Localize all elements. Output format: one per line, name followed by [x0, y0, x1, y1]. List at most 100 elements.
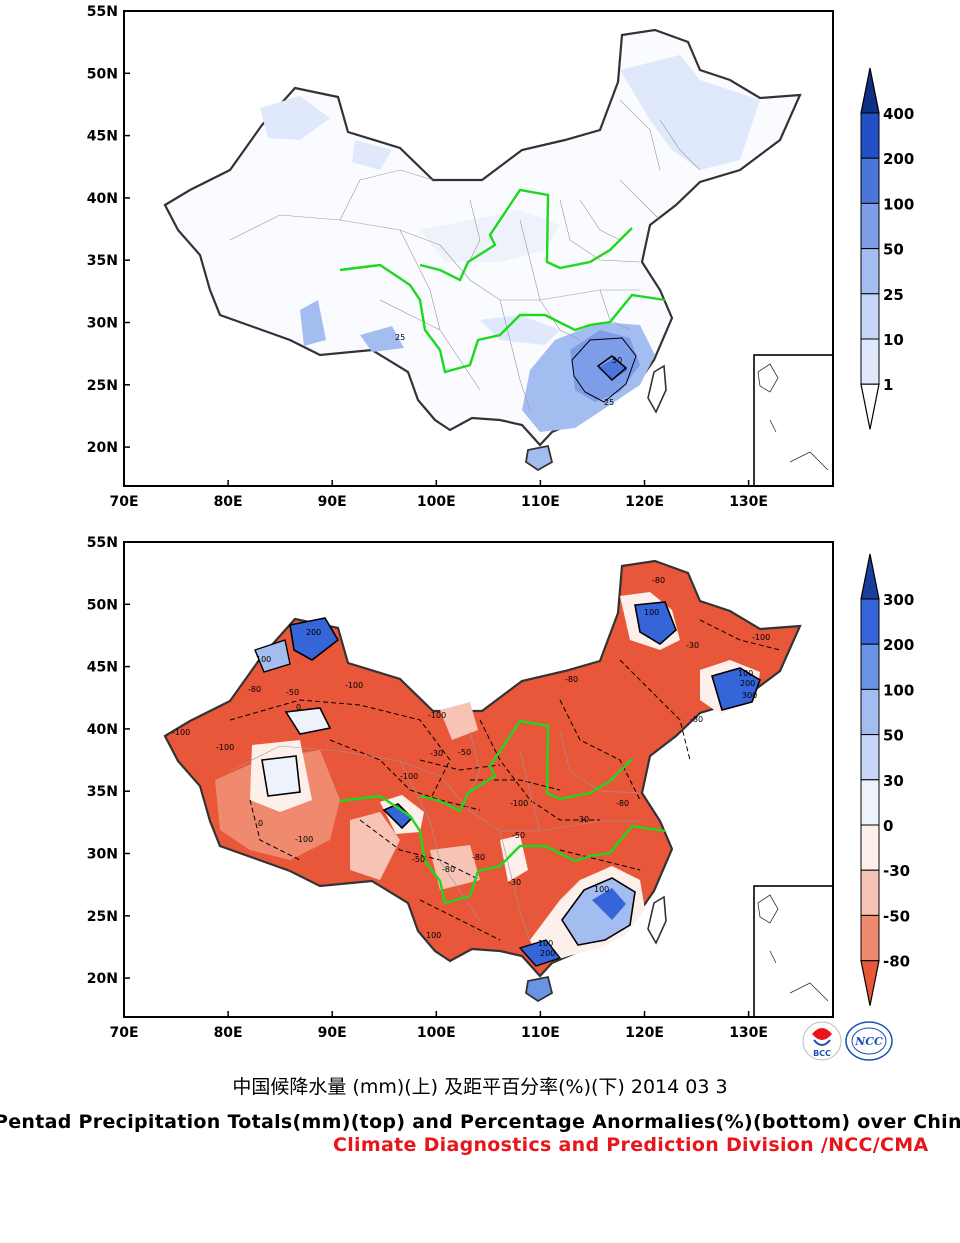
lon-tick-label: 90E — [318, 494, 347, 510]
bottom-contour-label: -80 — [616, 799, 629, 808]
bottom-lon-axis: 70E 80E 90E 100E 110E 120E 130E — [109, 1011, 768, 1041]
top-lat-axis: 55N 50N 45N 40N 35N 30N 25N 20N — [87, 4, 130, 456]
colorbar-swatch — [860, 779, 880, 826]
bottom-contour-label: 100 — [738, 669, 753, 678]
colorbar-level-label: 0 — [883, 817, 893, 835]
bottom-contour-label: 100 — [644, 608, 659, 617]
lon-tick-label: 70E — [109, 494, 138, 510]
bcc-logo-text: BCC — [813, 1049, 831, 1058]
lat-tick-label: 50N — [87, 66, 118, 82]
top-rivers — [339, 188, 666, 374]
colorbar-swatch — [860, 598, 880, 645]
credit-caption: Climate Diagnostics and Prediction Divis… — [333, 1134, 929, 1156]
colorbar-level-label: 1 — [883, 376, 893, 394]
colorbar-level-label: 200 — [883, 636, 914, 654]
top-shade-north — [352, 140, 392, 170]
bottom-contour-label: -80 — [472, 853, 485, 862]
colorbar-level-label: 300 — [883, 591, 914, 609]
bottom-contour-label: -100 — [345, 681, 363, 690]
top-precipitation-map: 25 50 25 55N 50N 45N 40N 35N 30N 25N 20N 70E 80E… — [87, 4, 834, 510]
colorbar-top-triangle — [860, 67, 880, 114]
lat-tick-label: 40N — [87, 191, 118, 207]
colorbar-swatch — [860, 824, 880, 871]
lat-tick-label: 50N — [87, 597, 118, 613]
top-shade-northeast — [620, 55, 760, 170]
top-contour-25 — [571, 337, 637, 403]
top-contour-label: 25 — [395, 333, 405, 342]
bottom-contour-label: -100 — [510, 799, 528, 808]
top-contour-labels: 25 50 25 — [395, 333, 622, 407]
colorbar-level-label: 50 — [883, 241, 904, 259]
bottom-contour-label: 100 — [256, 655, 271, 664]
bottom-shade-north-light — [440, 702, 478, 740]
bottom-contour-label: -100 — [295, 835, 313, 844]
bottom-anomaly-map: -100 -100 -100 -100 -100 -100 -100 -100 … — [87, 535, 834, 1041]
lon-tick-label: 120E — [625, 494, 664, 510]
bottom-contour-label: -100 — [752, 633, 770, 642]
lat-tick-label: 20N — [87, 440, 118, 456]
top-inset-coast — [757, 363, 829, 471]
lon-tick-label: 110E — [521, 1025, 560, 1041]
bottom-contour-label: -30 — [576, 815, 589, 824]
top-shade-central2 — [480, 315, 560, 345]
bottom-contour-label: -30 — [508, 878, 521, 887]
bottom-contour-label: -50 — [512, 831, 525, 840]
lat-tick-label: 30N — [87, 847, 118, 863]
colorbar-level-label: 100 — [883, 195, 914, 213]
lat-tick-label: 40N — [87, 722, 118, 738]
bottom-contour-label: 100 — [426, 931, 441, 940]
bottom-inset-coast — [757, 894, 829, 1002]
lat-tick-label: 30N — [87, 316, 118, 332]
top-shade-tibet2 — [360, 326, 404, 352]
colorbar-level-label: 10 — [883, 331, 904, 349]
colorbar-bottom-triangle — [860, 383, 880, 430]
lon-tick-label: 120E — [625, 1025, 664, 1041]
bottom-contour-label: 200 — [306, 628, 321, 637]
bottom-contour-label: -50 — [412, 855, 425, 864]
bottom-contour-label: 300 — [742, 691, 757, 700]
colorbar-swatch — [860, 734, 880, 781]
bottom-contour-label: 0 — [296, 703, 301, 712]
colorbar-swatch — [860, 202, 880, 250]
bottom-shade-east-blue — [711, 667, 761, 711]
top-contour-50 — [596, 355, 628, 382]
bottom-contour-label: -80 — [652, 576, 665, 585]
colorbar-level-label: 200 — [883, 150, 914, 168]
bottom-contour-label: -80 — [690, 715, 703, 724]
chinese-caption: 中国候降水量 (mm)(上) 及距平百分率(%)(下) 2014 03 3 — [232, 1076, 728, 1098]
top-lon-axis: 70E 80E 90E 100E 110E 120E 130E — [109, 480, 768, 510]
top-colorbar: 400 200 100 50 25 10 1 — [860, 67, 914, 430]
lon-tick-label: 130E — [729, 494, 768, 510]
lon-tick-label: 130E — [729, 1025, 768, 1041]
lon-tick-label: 90E — [318, 1025, 347, 1041]
top-province-borders — [229, 99, 701, 411]
lat-tick-label: 25N — [87, 378, 118, 394]
bottom-contour-label: -80 — [248, 685, 261, 694]
bottom-contour-label: 100 — [538, 939, 553, 948]
bottom-shade-west-blue — [261, 755, 301, 797]
bottom-shade-west-blue2 — [284, 707, 332, 735]
bottom-contour-label: -100 — [428, 711, 446, 720]
lon-tick-label: 100E — [417, 1025, 456, 1041]
bottom-rivers — [339, 719, 666, 905]
lat-tick-label: 20N — [87, 971, 118, 987]
colorbar-swatch — [860, 293, 880, 340]
colorbar-swatch — [860, 643, 880, 690]
bottom-taiwan-island — [647, 895, 667, 945]
lat-tick-label: 45N — [87, 660, 118, 676]
colorbar-swatch — [860, 869, 880, 916]
top-shade-xinjiang — [260, 96, 330, 140]
colorbar-swatch — [860, 688, 880, 736]
lon-tick-label: 100E — [417, 494, 456, 510]
top-shade-tibet — [300, 300, 326, 346]
lat-tick-label: 25N — [87, 909, 118, 925]
colorbar-level-label: -80 — [883, 953, 910, 971]
lat-tick-label: 35N — [87, 784, 118, 800]
lat-tick-label: 35N — [87, 253, 118, 269]
ncc-logo: NCC — [845, 1021, 893, 1061]
colorbar-swatch — [860, 248, 880, 295]
top-hainan-island — [525, 444, 554, 472]
bottom-contour-label: 200 — [540, 949, 555, 958]
colorbar-swatch — [860, 338, 880, 385]
bottom-contour-label: -50 — [286, 688, 299, 697]
